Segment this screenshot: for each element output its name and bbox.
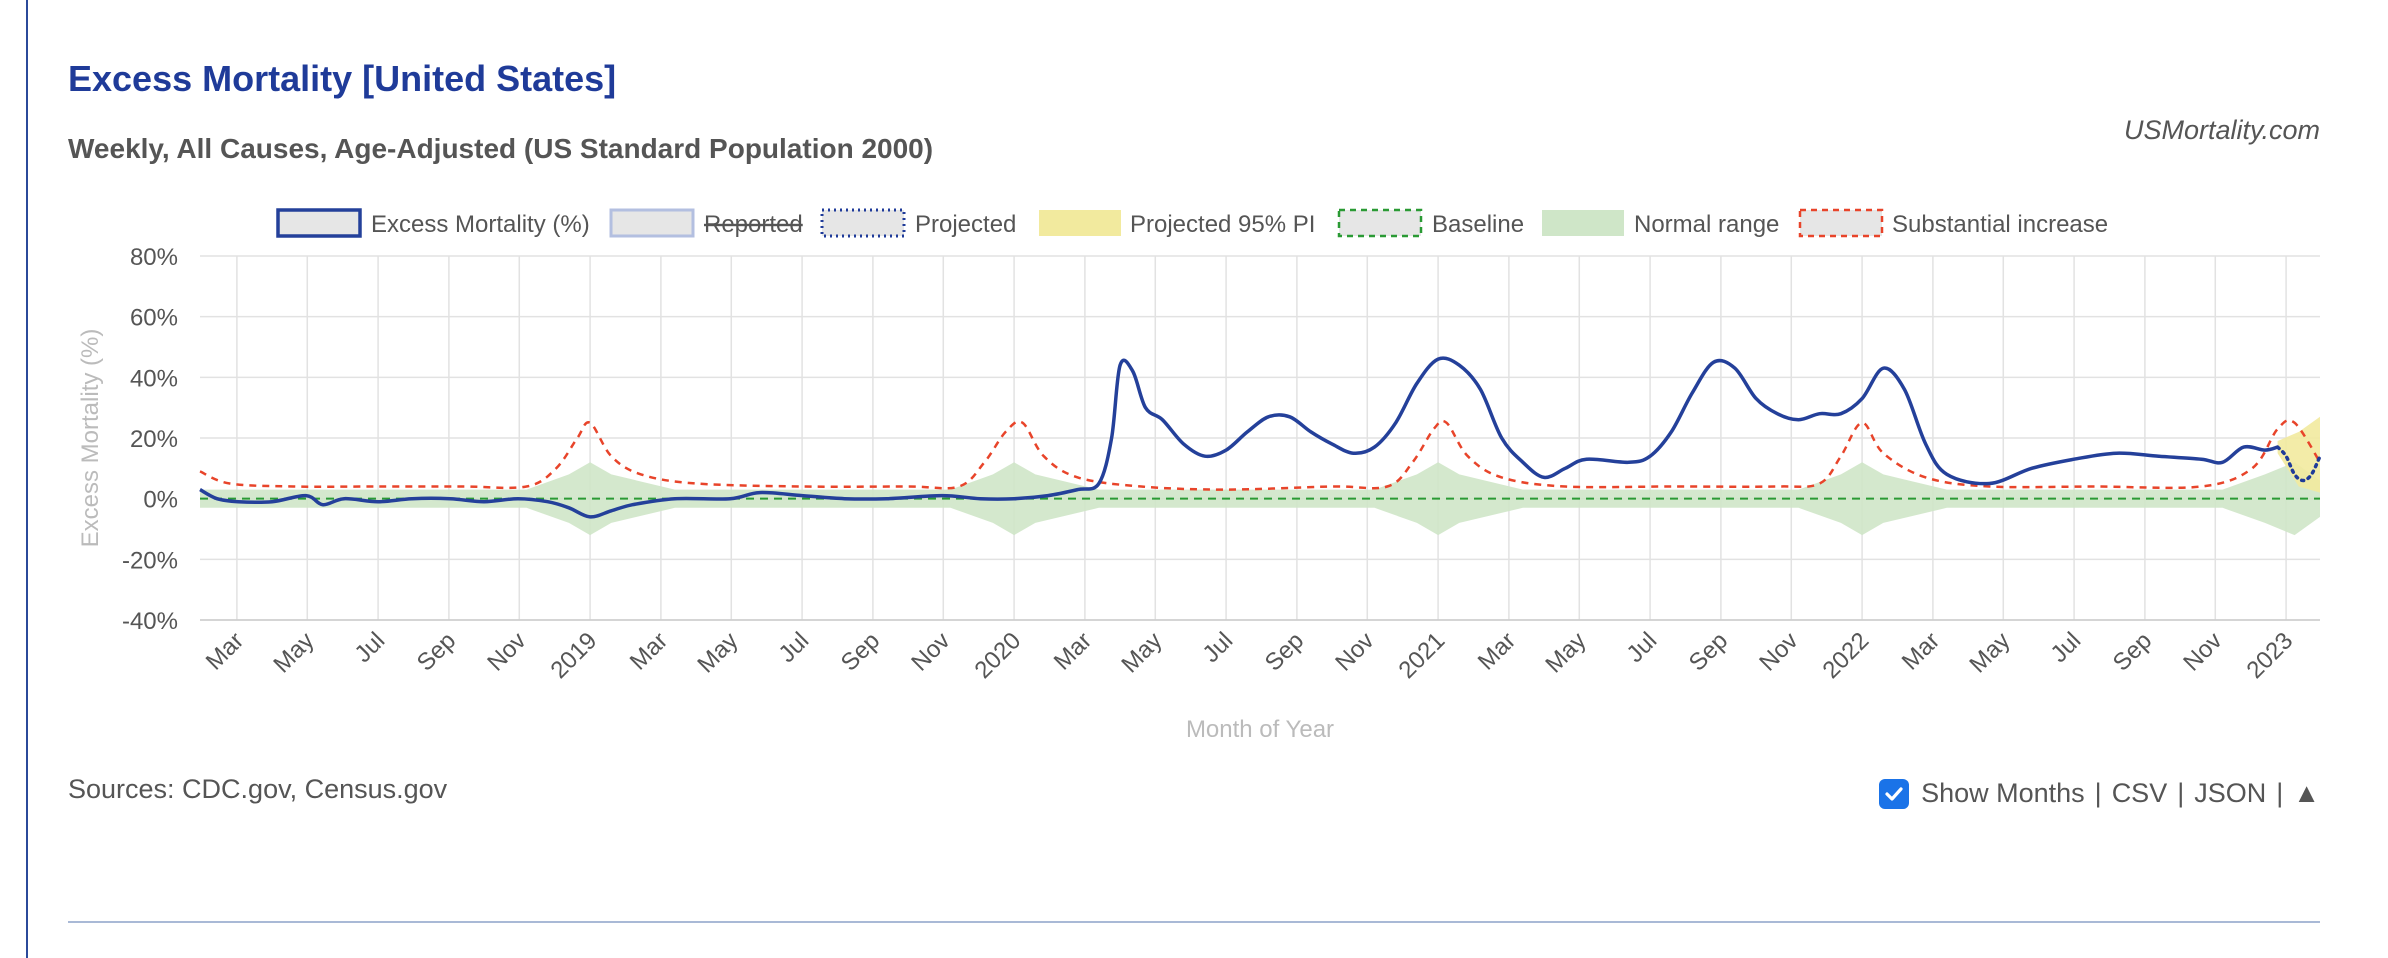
x-tick-label: Mar — [1049, 627, 1097, 675]
legend-item-reported: Reported — [609, 208, 803, 238]
x-axis: Mar May Jul Sep Nov 2019 Mar May Jul Sep Nov 2020 Ma… — [201, 627, 2299, 684]
legend-swatch — [820, 208, 906, 238]
x-tick-label: 2020 — [969, 627, 1026, 684]
x-tick-label: Sep — [1260, 627, 1309, 676]
x-tick-label: Mar — [1897, 627, 1945, 675]
x-tick-label: Sep — [412, 627, 461, 676]
x-tick-label: May — [1540, 627, 1591, 678]
x-tick-label: May — [268, 627, 319, 678]
legend-item-projected: Projected — [820, 208, 1016, 238]
x-axis-label: Month of Year — [1186, 716, 1334, 743]
csv-link[interactable]: CSV — [2111, 778, 2168, 808]
x-tick-label: May — [692, 627, 743, 678]
excess-mortality-chart: Excess Mortality (%) Reported Projected Pro… — [77, 208, 2322, 743]
legend-swatch — [1798, 208, 1884, 238]
separator: | — [2177, 778, 2185, 808]
show-months-checkbox[interactable] — [1879, 778, 1910, 809]
legend-swatch — [1337, 208, 1423, 238]
legend-label: Excess Mortality (%) — [371, 211, 590, 238]
normal-range-band — [200, 462, 2320, 536]
legend-label: Projected 95% PI — [1130, 211, 1315, 238]
legend-item-pi: Projected 95% PI — [1039, 210, 1315, 238]
normal-range-area — [200, 462, 2320, 536]
x-tick-label: May — [1964, 627, 2015, 678]
chart-card — [26, 0, 2388, 958]
chart-grid — [200, 255, 2320, 621]
y-tick-label: -20% — [122, 547, 178, 574]
x-tick-label: Sep — [2108, 627, 2157, 676]
page-title: Excess Mortality [United States] — [68, 58, 617, 99]
x-tick-label: Jul — [774, 627, 815, 668]
x-tick-label: 2021 — [1393, 627, 1450, 684]
legend-item-baseline: Baseline — [1337, 208, 1524, 238]
substantial-increase-line — [199, 419, 2322, 491]
x-tick-label: Jul — [350, 627, 391, 668]
divider — [68, 921, 2320, 923]
x-tick-label: Jul — [2046, 627, 2087, 668]
legend-swatch — [1542, 210, 1624, 236]
check-icon — [1885, 786, 1903, 801]
y-axis-label: Excess Mortality (%) — [77, 329, 104, 548]
x-tick-label: 2019 — [545, 627, 602, 684]
legend-item-normal-range: Normal range — [1542, 210, 1779, 238]
legend-swatch — [1039, 210, 1121, 236]
separator: | — [2276, 778, 2284, 808]
legend-item-substantial: Substantial increase — [1798, 208, 2108, 238]
excess-mortality-line — [199, 356, 2279, 519]
y-tick-label: -40% — [122, 608, 178, 635]
x-tick-label: Nov — [2178, 627, 2227, 676]
x-tick-label: Nov — [1330, 627, 1379, 676]
legend-item-excess: Excess Mortality (%) — [276, 208, 590, 238]
x-tick-label: Jul — [1622, 627, 1663, 668]
sources-text: Sources: CDC.gov, Census.gov — [68, 774, 448, 804]
y-tick-label: 60% — [130, 305, 178, 332]
legend-swatch — [609, 208, 695, 238]
projected-line — [2275, 445, 2322, 483]
x-tick-label: 2022 — [1817, 627, 1874, 684]
legend-label: Projected — [915, 211, 1016, 238]
brand-label: USMortality.com — [2123, 115, 2320, 145]
x-tick-label: Sep — [1684, 627, 1733, 676]
y-tick-label: 20% — [130, 426, 178, 453]
y-tick-label: 80% — [130, 244, 178, 271]
x-tick-label: Mar — [201, 627, 249, 675]
legend-label: Normal range — [1634, 211, 1779, 238]
y-tick-label: 0% — [143, 487, 178, 514]
chart-tools: Show Months | CSV | JSON | ▲ — [1879, 778, 2320, 809]
x-tick-label: Jul — [1198, 627, 1239, 668]
json-link[interactable]: JSON — [2194, 778, 2267, 808]
separator: | — [2094, 778, 2102, 808]
excess-path — [199, 356, 2279, 519]
projected-pi-area — [2277, 416, 2320, 493]
y-axis: 80% 60% 40% 20% 0% -20% -40% — [122, 244, 178, 635]
x-tick-label: May — [1116, 627, 1167, 678]
x-tick-label: Mar — [1473, 627, 1521, 675]
x-tick-label: 2023 — [2241, 627, 2298, 684]
x-tick-label: Nov — [1754, 627, 1803, 676]
scroll-top-button[interactable]: ▲ — [2293, 778, 2320, 808]
projected-pi-band — [2277, 416, 2320, 493]
legend-label: Baseline — [1432, 211, 1524, 238]
x-tick-label: Mar — [625, 627, 673, 675]
legend-swatch — [276, 208, 362, 238]
legend-label: Reported — [704, 211, 803, 238]
x-tick-label: Nov — [482, 627, 531, 676]
chart-legend: Excess Mortality (%) Reported Projected Pro… — [276, 208, 2108, 238]
show-months-label[interactable]: Show Months — [1921, 778, 2085, 808]
page-subtitle: Weekly, All Causes, Age-Adjusted (US Sta… — [68, 133, 934, 164]
legend-label: Substantial increase — [1892, 211, 2108, 238]
substantial-path — [199, 419, 2322, 491]
projected-path — [2275, 445, 2322, 483]
y-tick-label: 40% — [130, 365, 178, 392]
x-tick-label: Sep — [836, 627, 885, 676]
x-tick-label: Nov — [906, 627, 955, 676]
